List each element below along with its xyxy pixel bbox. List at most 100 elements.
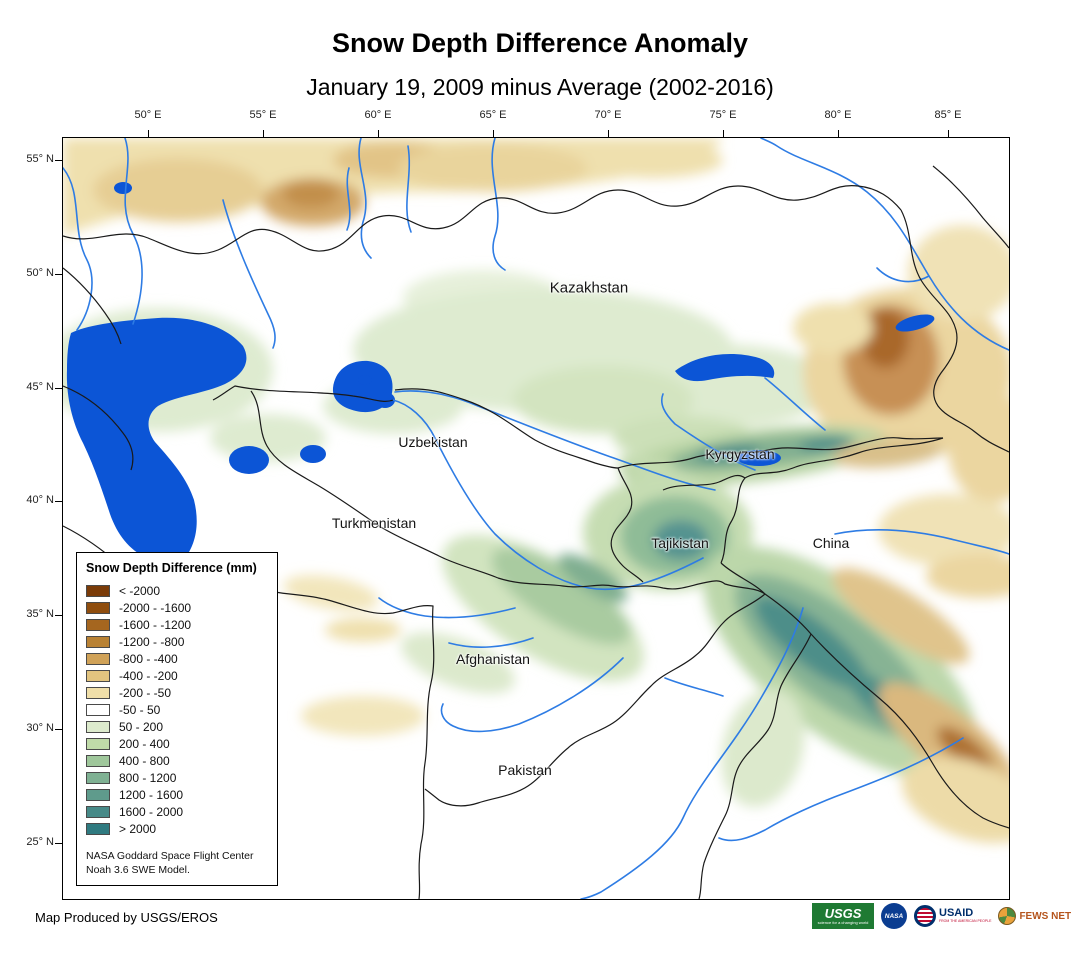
legend-swatch xyxy=(86,584,110,597)
legend-item: -50 - 50 xyxy=(86,701,268,718)
country-label-kyrgyzstan: Kyrgyzstan xyxy=(705,446,775,462)
legend-source: NASA Goddard Space Flight Center Noah 3.… xyxy=(86,849,268,877)
lon-tick xyxy=(378,130,379,137)
legend-label: -2000 - -1600 xyxy=(119,600,192,615)
lon-label: 65° E xyxy=(479,109,507,121)
legend-swatch xyxy=(86,669,110,682)
legend-item: -2000 - -1600 xyxy=(86,599,268,616)
usgs-logo-text: USGS xyxy=(824,906,862,921)
legend-swatch xyxy=(86,737,110,750)
legend-item: 800 - 1200 xyxy=(86,769,268,786)
country-label-turkmenistan: Turkmenistan xyxy=(331,515,417,531)
legend-swatch xyxy=(86,618,110,631)
legend-item: -200 - -50 xyxy=(86,684,268,701)
water-bodies xyxy=(66,182,935,562)
lat-tick xyxy=(55,274,62,275)
lake-issyk-kul xyxy=(737,450,781,466)
lake-balkhash xyxy=(675,354,775,382)
lon-tick xyxy=(948,130,949,137)
legend-swatch xyxy=(86,652,110,665)
lon-tick xyxy=(263,130,264,137)
legend-swatch xyxy=(86,720,110,733)
lon-label: 60° E xyxy=(364,109,392,121)
page-title: Snow Depth Difference Anomaly xyxy=(331,28,749,58)
map-canvas: Kazakhstan Uzbekistan Turkmenistan Kyrgy… xyxy=(62,137,1010,900)
country-label-kazakhstan: Kazakhstan xyxy=(549,279,629,297)
legend-swatch xyxy=(86,771,110,784)
lon-tick xyxy=(148,130,149,137)
country-label-pakistan: Pakistan xyxy=(498,762,552,778)
legend-item: 1200 - 1600 xyxy=(86,786,268,803)
lat-label: 35° N xyxy=(26,608,54,620)
legend-label: -1200 - -800 xyxy=(119,634,185,649)
legend-label: 1200 - 1600 xyxy=(119,787,184,802)
lat-label: 45° N xyxy=(26,381,54,393)
usgs-logo: USGS science for a changing world xyxy=(812,903,874,929)
lat-label: 25° N xyxy=(26,836,54,848)
legend-label: 50 - 200 xyxy=(119,719,164,734)
legend-item: 50 - 200 xyxy=(86,718,268,735)
legend-label: -400 - -200 xyxy=(119,668,178,683)
legend-swatch xyxy=(86,822,110,835)
country-label-tajikistan: Tajikistan xyxy=(651,535,709,551)
legend-source-line1: NASA Goddard Space Flight Center xyxy=(86,850,254,862)
legend-swatch xyxy=(86,754,110,767)
legend-label: > 2000 xyxy=(119,821,157,836)
lat-tick xyxy=(55,388,62,389)
lat-tick xyxy=(55,160,62,161)
lon-tick xyxy=(608,130,609,137)
legend-swatch xyxy=(86,601,110,614)
country-label-china: China xyxy=(812,535,850,551)
usgs-logo-tagline: science for a changing world xyxy=(817,920,869,925)
usaid-logo: USAID FROM THE AMERICAN PEOPLE xyxy=(914,905,991,927)
lon-tick xyxy=(838,130,839,137)
lat-label: 50° N xyxy=(26,267,54,279)
map-graphic xyxy=(63,138,1009,899)
legend-label: -1600 - -1200 xyxy=(119,617,192,632)
agency-logos: USGS science for a changing world NASA U… xyxy=(812,899,1071,933)
country-label-afghanistan: Afghanistan xyxy=(456,651,530,667)
lat-tick xyxy=(55,843,62,844)
legend-title: Snow Depth Difference (mm) xyxy=(86,561,257,575)
lat-tick xyxy=(55,501,62,502)
map-legend: Snow Depth Difference (mm) < -2000 -2000… xyxy=(76,552,278,887)
legend-item: 200 - 400 xyxy=(86,735,268,752)
legend-swatch xyxy=(86,703,110,716)
usaid-logo-text: USAID xyxy=(939,907,974,920)
lat-label: 40° N xyxy=(26,494,54,506)
legend-label: 200 - 400 xyxy=(119,736,170,751)
legend-item: > 2000 xyxy=(86,820,268,837)
legend-item: -1600 - -1200 xyxy=(86,616,268,633)
legend-swatch xyxy=(86,635,110,648)
nasa-logo-text: NASA xyxy=(884,912,904,920)
sarykamysh-lake xyxy=(300,445,326,463)
legend-swatch xyxy=(86,686,110,699)
lon-label: 55° E xyxy=(249,109,277,121)
lat-tick xyxy=(55,729,62,730)
legend-item: -1200 - -800 xyxy=(86,633,268,650)
legend-label: < -2000 xyxy=(119,583,161,598)
legend-item: -800 - -400 xyxy=(86,650,268,667)
fewsnet-logo-text: FEWS NET xyxy=(1019,910,1072,922)
legend-item: 400 - 800 xyxy=(86,752,268,769)
lon-tick xyxy=(493,130,494,137)
kara-bogaz-gol xyxy=(229,446,269,474)
nasa-logo: NASA xyxy=(881,903,907,929)
lon-label: 75° E xyxy=(709,109,737,121)
legend-label: -800 - -400 xyxy=(119,651,178,666)
legend-swatch xyxy=(86,805,110,818)
lon-label: 50° E xyxy=(134,109,162,121)
legend-item: -400 - -200 xyxy=(86,667,268,684)
legend-label: -200 - -50 xyxy=(119,685,172,700)
usaid-logo-tagline: FROM THE AMERICAN PEOPLE xyxy=(939,919,992,924)
lat-label: 30° N xyxy=(26,722,54,734)
fewsnet-globe-icon xyxy=(998,907,1017,925)
lon-label: 85° E xyxy=(934,109,962,121)
fewsnet-logo: FEWS NET xyxy=(998,907,1071,925)
legend-swatch xyxy=(86,788,110,801)
lon-label: 80° E xyxy=(824,109,852,121)
usaid-emblem-icon xyxy=(914,905,936,927)
caspian-sea xyxy=(66,317,247,562)
lat-tick xyxy=(55,615,62,616)
